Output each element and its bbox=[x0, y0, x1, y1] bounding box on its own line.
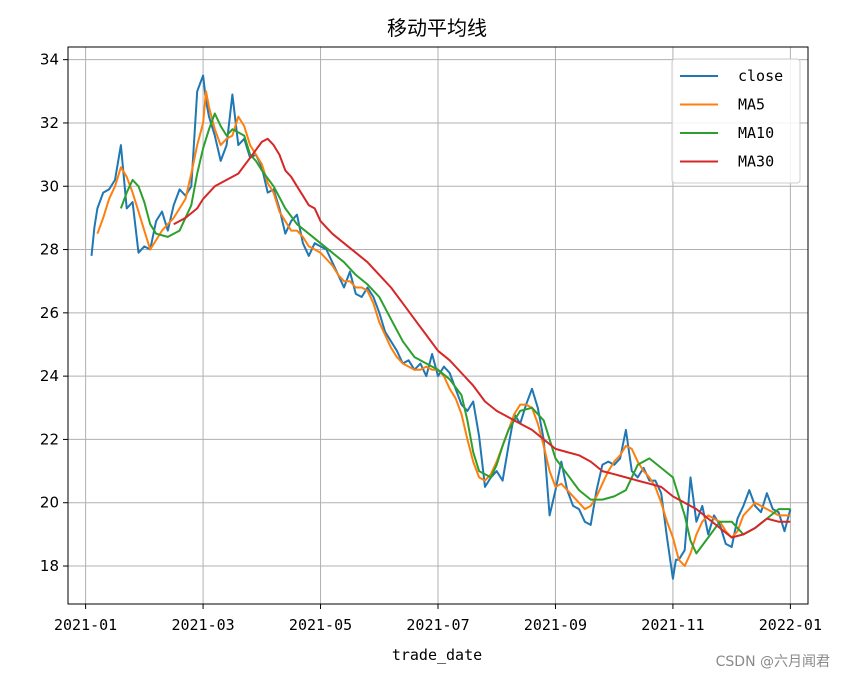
y-tick-label: 32 bbox=[40, 114, 59, 132]
y-tick-label: 28 bbox=[40, 241, 59, 259]
y-axis: 18 20 22 24 26 28 30 32 34 bbox=[40, 51, 68, 575]
watermark: CSDN @六月闻君 bbox=[716, 654, 830, 670]
x-tick-label: 2021-01 bbox=[54, 616, 117, 634]
series-line-close bbox=[90, 74, 792, 580]
legend-label-close: close bbox=[738, 67, 783, 85]
y-tick-label: 26 bbox=[40, 304, 59, 322]
legend-box bbox=[671, 58, 801, 184]
x-tick-label: 2021-03 bbox=[171, 616, 234, 634]
chart-title: 移动平均线 bbox=[387, 16, 487, 40]
legend-label-ma30: MA30 bbox=[738, 153, 774, 171]
y-tick-label: 24 bbox=[40, 367, 59, 385]
x-tick-label: 2021-11 bbox=[641, 616, 704, 634]
y-tick-label: 30 bbox=[40, 177, 59, 195]
x-axis: 2021-01 2021-03 2021-05 2021-07 2021-09 2021-… bbox=[54, 604, 822, 634]
x-tick-label: 2022-01 bbox=[759, 616, 822, 634]
x-tick-label: 2021-05 bbox=[289, 616, 352, 634]
y-tick-label: 18 bbox=[40, 557, 59, 575]
legend: close MA5 MA10 MA30 bbox=[671, 58, 801, 184]
legend-label-ma10: MA10 bbox=[738, 124, 774, 142]
series-line-ma10 bbox=[119, 112, 791, 555]
legend-label-ma5: MA5 bbox=[738, 96, 765, 114]
series-line-ma30 bbox=[173, 137, 791, 539]
x-axis-label: trade_date bbox=[392, 646, 482, 664]
y-tick-label: 34 bbox=[40, 51, 59, 69]
y-tick-label: 20 bbox=[40, 494, 59, 512]
x-tick-label: 2021-09 bbox=[524, 616, 587, 634]
y-tick-label: 22 bbox=[40, 430, 59, 448]
series-layer bbox=[90, 74, 792, 580]
x-tick-label: 2021-07 bbox=[406, 616, 469, 634]
